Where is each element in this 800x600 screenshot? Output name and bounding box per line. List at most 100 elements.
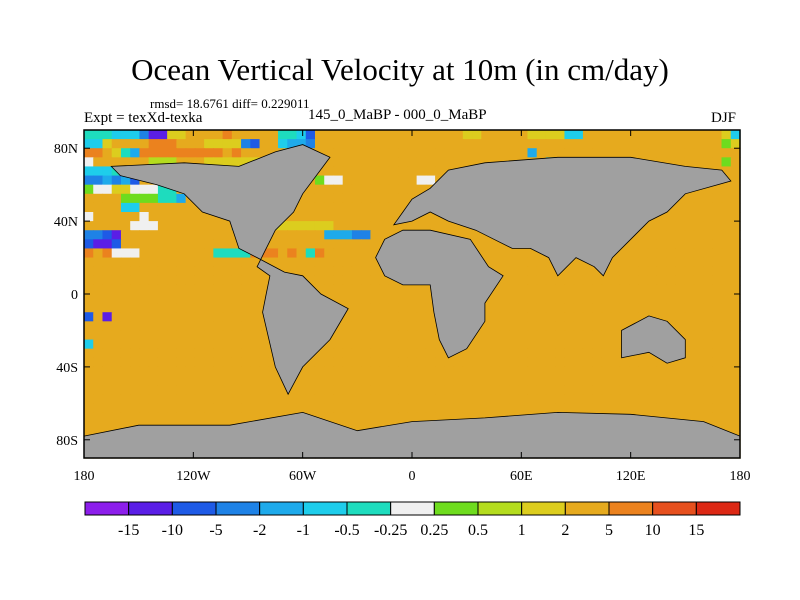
field-cell [693, 266, 704, 277]
field-cell [111, 294, 122, 304]
field-cell [647, 385, 658, 395]
field-cell [84, 284, 94, 295]
field-cell [84, 139, 94, 149]
field-cell [527, 275, 538, 286]
field-cell [518, 130, 529, 140]
field-cell [721, 130, 732, 140]
field-cell [453, 357, 464, 368]
field-cell [176, 139, 187, 149]
field-cell [721, 248, 732, 259]
field-cell [592, 294, 603, 304]
field-cell [388, 139, 399, 149]
field-cell [675, 376, 686, 386]
field-cell [93, 339, 104, 350]
field-cell [388, 394, 399, 404]
field-cell [176, 412, 187, 423]
field-cell [721, 312, 732, 322]
field-cell [296, 394, 307, 404]
field-cell [157, 248, 168, 259]
field-cell [324, 266, 335, 277]
field-cell [93, 284, 104, 295]
field-cell [536, 275, 547, 286]
field-cell [555, 303, 566, 313]
field-cell [342, 339, 353, 350]
field-cell [351, 148, 362, 158]
field-cell [527, 139, 538, 149]
field-cell [693, 366, 704, 377]
field-cell [185, 412, 196, 423]
field-cell [167, 193, 177, 204]
field-cell [398, 148, 408, 158]
field-cell [102, 230, 113, 240]
field-cell [398, 202, 408, 213]
field-cell [527, 357, 538, 368]
field-cell [314, 284, 325, 295]
field-cell [573, 394, 584, 404]
field-cell [666, 212, 676, 222]
field-cell [324, 385, 335, 395]
field-cell [324, 376, 335, 386]
field-cell [684, 321, 695, 332]
field-cell [213, 357, 224, 368]
field-cell [111, 221, 122, 231]
field-cell [509, 330, 519, 341]
field-cell [84, 321, 94, 332]
field-cell [453, 221, 464, 231]
field-cell [176, 130, 187, 140]
field-cell [231, 412, 242, 423]
field-cell [545, 321, 556, 332]
field-cell [204, 394, 214, 404]
field-cell [518, 312, 529, 322]
field-cell [472, 139, 482, 149]
field-cell [176, 230, 187, 240]
field-cell [250, 275, 261, 286]
field-cell [287, 239, 298, 250]
field-cell [148, 257, 159, 268]
field-cell [592, 130, 603, 140]
field-cell [472, 394, 482, 404]
field-cell [509, 376, 519, 386]
field-cell [619, 294, 630, 304]
field-cell [296, 212, 307, 222]
field-cell [564, 130, 575, 140]
field-cell [296, 248, 307, 259]
field-cell [656, 139, 667, 149]
field-cell [84, 230, 94, 240]
field-cell [351, 321, 362, 332]
field-cell [84, 266, 94, 277]
field-cell [342, 193, 353, 204]
field-cell [231, 312, 242, 322]
field-cell [666, 376, 676, 386]
field-cell [167, 202, 177, 213]
field-cell [435, 148, 445, 158]
field-cell [351, 221, 362, 231]
field-cell [435, 385, 445, 395]
field-cell [435, 348, 445, 359]
field-cell [231, 157, 242, 168]
field-cell [518, 357, 529, 368]
field-cell [102, 348, 113, 359]
field-cell [139, 348, 150, 359]
field-cell [351, 339, 362, 350]
field-cell [342, 294, 353, 304]
field-cell [675, 357, 686, 368]
field-cell [462, 230, 473, 240]
field-cell [684, 193, 695, 204]
field-cell [111, 212, 122, 222]
field-cell [167, 212, 177, 222]
field-cell [509, 294, 519, 304]
field-cell [120, 421, 131, 432]
field-cell [398, 412, 408, 423]
field-cell [278, 239, 288, 250]
field-cell [675, 303, 686, 313]
field-cell [712, 284, 723, 295]
field-cell [490, 339, 501, 350]
field-cell [619, 403, 630, 414]
field-cell [499, 266, 510, 277]
field-cell [241, 366, 251, 377]
field-cell [204, 385, 214, 395]
field-cell [536, 366, 547, 377]
field-cell [398, 348, 408, 359]
field-cell [555, 284, 566, 295]
field-cell [656, 385, 667, 395]
